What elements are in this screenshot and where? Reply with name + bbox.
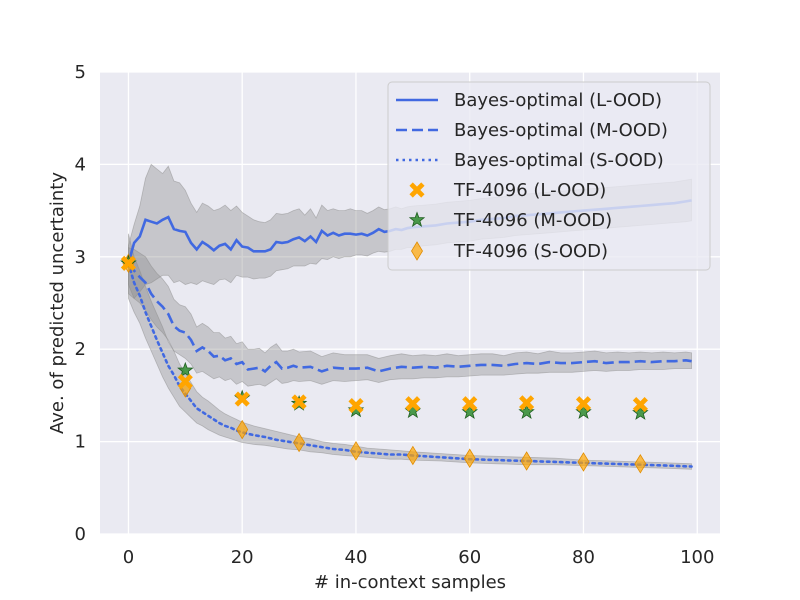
legend-label: Bayes-optimal (S-OOD) xyxy=(454,150,664,171)
marker-s-ood xyxy=(463,448,476,468)
marker-l-ood xyxy=(575,396,592,412)
y-tick-label: 2 xyxy=(75,339,86,360)
y-tick-labels: 0 1 2 3 4 5 xyxy=(75,62,86,545)
marker-series xyxy=(120,253,649,474)
confidence-band-m-ood xyxy=(128,247,692,387)
marker-s-ood xyxy=(634,454,647,474)
legend-handle-marker xyxy=(411,241,423,261)
x-tick-label: 20 xyxy=(231,547,254,568)
marker-l-ood xyxy=(462,396,478,412)
x-tick-label: 60 xyxy=(458,547,481,568)
y-axis-label: Ave. of predicted uncertainty xyxy=(47,172,68,434)
y-tick-label: 1 xyxy=(75,432,86,453)
marker-s-ood xyxy=(293,432,306,453)
x-tick-label: 80 xyxy=(572,547,595,568)
legend-label: Bayes-optimal (L-OOD) xyxy=(454,90,662,111)
legend-handle-marker xyxy=(409,182,425,198)
legend-box xyxy=(387,81,711,271)
marker-l-ood xyxy=(120,255,136,271)
line-s-ood xyxy=(127,261,693,468)
marker-s-ood xyxy=(349,441,362,461)
marker-s-ood xyxy=(520,451,533,471)
legend-label: Bayes-optimal (M-OOD) xyxy=(454,120,668,141)
marker-l-ood xyxy=(177,373,193,390)
x-tick-label: 40 xyxy=(345,547,368,568)
confidence-band-s-ood xyxy=(128,233,692,470)
marker-m-ood xyxy=(518,403,535,420)
legend-label: TF-4096 (L-OOD) xyxy=(453,180,606,201)
y-tick-label: 3 xyxy=(75,247,86,268)
marker-l-ood xyxy=(291,394,307,410)
marker-l-ood xyxy=(632,397,648,413)
marker-s-ood xyxy=(236,419,249,440)
marker-s-ood xyxy=(577,452,590,472)
legend-label: TF-4096 (M-OOD) xyxy=(453,210,612,231)
legend: Bayes-optimal (L-OOD) Bayes-optimal (M-OO… xyxy=(387,81,711,271)
x-tick-label: 100 xyxy=(680,547,714,568)
y-tick-label: 5 xyxy=(75,62,86,83)
marker-s-ood xyxy=(406,445,419,466)
line-m-ood xyxy=(127,262,692,374)
y-tick-label: 4 xyxy=(75,154,86,175)
x-tick-labels: 0 20 40 60 80 100 xyxy=(123,547,715,568)
marker-l-ood xyxy=(405,396,421,412)
x-axis-label: # in-context samples xyxy=(314,572,506,593)
marker-l-ood xyxy=(519,395,535,411)
marker-l-ood xyxy=(234,391,250,407)
marker-l-ood xyxy=(348,398,364,414)
legend-label: TF-4096 (S-OOD) xyxy=(453,241,608,262)
marker-m-ood xyxy=(177,361,194,378)
x-tick-label: 0 xyxy=(123,547,134,568)
y-tick-label: 0 xyxy=(75,524,86,545)
legend-handle-marker xyxy=(408,211,426,228)
